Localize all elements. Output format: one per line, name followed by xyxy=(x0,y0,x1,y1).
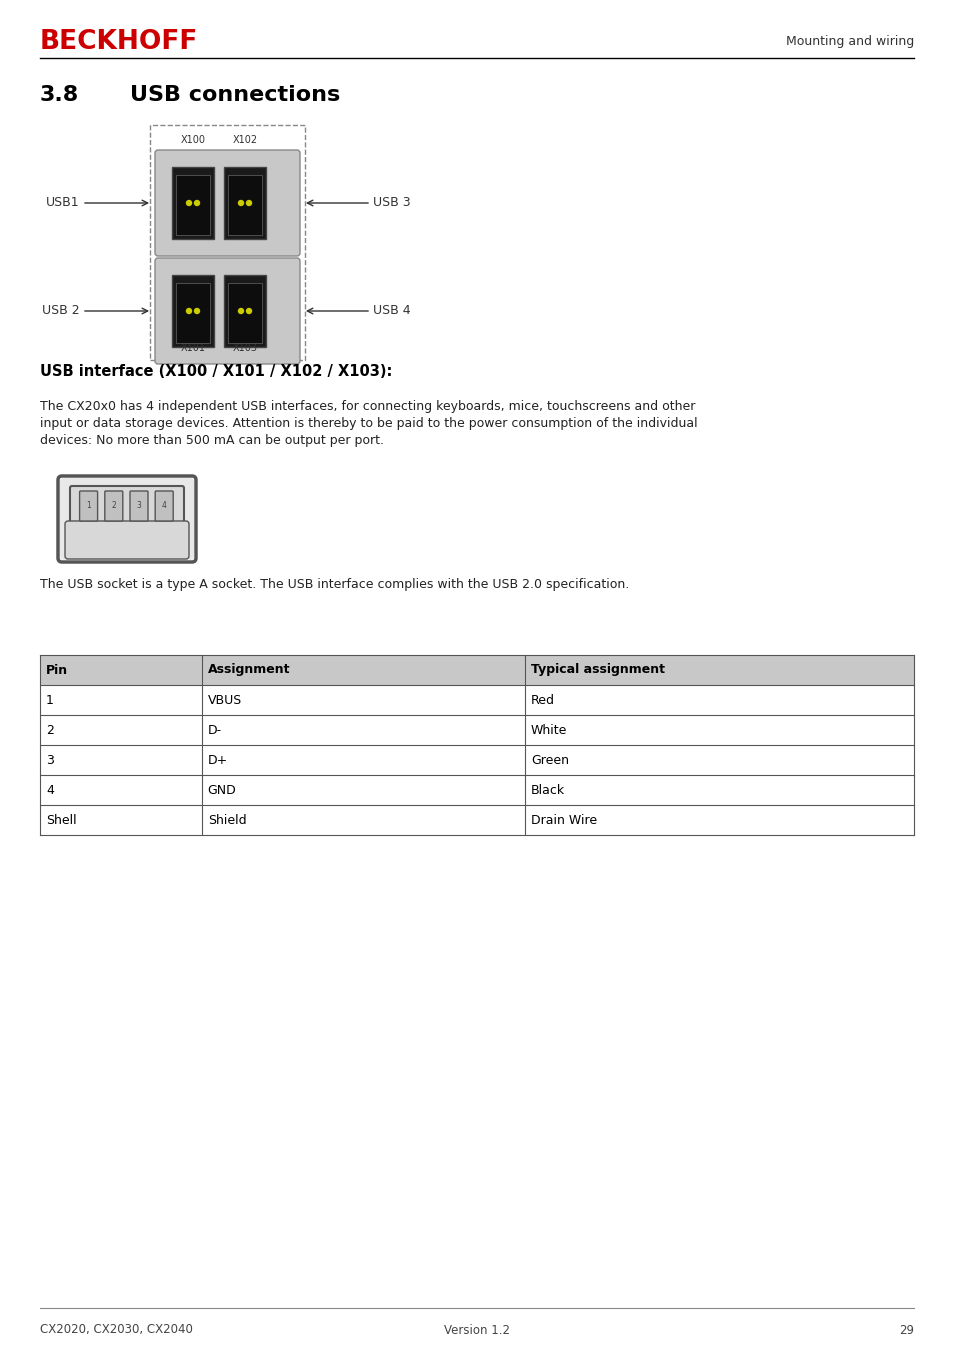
Bar xyxy=(40,716,913,745)
Text: USB1: USB1 xyxy=(47,197,80,209)
Circle shape xyxy=(186,201,192,205)
Text: Mounting and wiring: Mounting and wiring xyxy=(785,35,913,49)
Text: Red: Red xyxy=(531,694,555,706)
FancyBboxPatch shape xyxy=(154,150,299,256)
Text: X101: X101 xyxy=(180,343,205,352)
FancyBboxPatch shape xyxy=(150,126,305,360)
Text: GND: GND xyxy=(208,783,236,796)
Text: D+: D+ xyxy=(208,753,228,767)
Circle shape xyxy=(194,309,199,313)
FancyBboxPatch shape xyxy=(60,478,193,560)
Text: 29: 29 xyxy=(898,1323,913,1336)
Text: USB connections: USB connections xyxy=(130,85,340,105)
Circle shape xyxy=(238,201,243,205)
Text: VBUS: VBUS xyxy=(208,694,242,706)
FancyBboxPatch shape xyxy=(172,275,213,347)
FancyBboxPatch shape xyxy=(65,521,189,559)
FancyBboxPatch shape xyxy=(130,491,148,521)
Text: X103: X103 xyxy=(233,343,257,352)
Text: Typical assignment: Typical assignment xyxy=(531,663,664,676)
Bar xyxy=(40,745,913,775)
FancyBboxPatch shape xyxy=(175,284,210,343)
Circle shape xyxy=(186,309,192,313)
Text: Pin: Pin xyxy=(46,663,68,676)
FancyBboxPatch shape xyxy=(79,491,97,521)
Bar xyxy=(40,655,913,684)
Text: 3: 3 xyxy=(46,753,53,767)
Circle shape xyxy=(194,201,199,205)
Bar xyxy=(40,805,913,836)
FancyBboxPatch shape xyxy=(175,176,210,235)
FancyBboxPatch shape xyxy=(154,258,299,365)
FancyBboxPatch shape xyxy=(105,491,123,521)
FancyBboxPatch shape xyxy=(70,486,184,526)
FancyBboxPatch shape xyxy=(224,275,266,347)
Text: BECKHOFF: BECKHOFF xyxy=(40,28,198,55)
Text: Version 1.2: Version 1.2 xyxy=(443,1323,510,1336)
Text: 3: 3 xyxy=(136,501,141,510)
Text: 1: 1 xyxy=(46,694,53,706)
Text: devices: No more than 500 mA can be output per port.: devices: No more than 500 mA can be outp… xyxy=(40,433,384,447)
Text: X102: X102 xyxy=(233,135,257,144)
Text: The CX20x0 has 4 independent USB interfaces, for connecting keyboards, mice, tou: The CX20x0 has 4 independent USB interfa… xyxy=(40,400,695,413)
Text: Shield: Shield xyxy=(208,814,246,826)
Text: Shell: Shell xyxy=(46,814,76,826)
Text: 4: 4 xyxy=(46,783,53,796)
Circle shape xyxy=(238,309,243,313)
Text: 3.8: 3.8 xyxy=(40,85,79,105)
Text: USB 3: USB 3 xyxy=(373,197,410,209)
Text: CX2020, CX2030, CX2040: CX2020, CX2030, CX2040 xyxy=(40,1323,193,1336)
FancyBboxPatch shape xyxy=(228,176,262,235)
Bar xyxy=(40,684,913,716)
Text: 1: 1 xyxy=(86,501,91,510)
Text: 2: 2 xyxy=(46,724,53,737)
Text: Black: Black xyxy=(531,783,564,796)
Text: input or data storage devices. Attention is thereby to be paid to the power cons: input or data storage devices. Attention… xyxy=(40,417,697,431)
Text: Assignment: Assignment xyxy=(208,663,290,676)
FancyBboxPatch shape xyxy=(228,284,262,343)
Text: Drain Wire: Drain Wire xyxy=(531,814,597,826)
Text: USB 2: USB 2 xyxy=(42,305,80,317)
Bar xyxy=(40,775,913,805)
Text: Green: Green xyxy=(531,753,569,767)
Text: White: White xyxy=(531,724,567,737)
FancyBboxPatch shape xyxy=(172,167,213,239)
Text: 4: 4 xyxy=(162,501,167,510)
Text: USB interface (X100 / X101 / X102 / X103):: USB interface (X100 / X101 / X102 / X103… xyxy=(40,364,392,379)
FancyBboxPatch shape xyxy=(155,491,173,521)
Text: The USB socket is a type A socket. The USB interface complies with the USB 2.0 s: The USB socket is a type A socket. The U… xyxy=(40,578,629,591)
Text: D-: D- xyxy=(208,724,222,737)
Text: 2: 2 xyxy=(112,501,116,510)
Circle shape xyxy=(246,309,252,313)
FancyBboxPatch shape xyxy=(224,167,266,239)
Text: USB 4: USB 4 xyxy=(373,305,410,317)
Text: X100: X100 xyxy=(180,135,205,144)
Circle shape xyxy=(246,201,252,205)
